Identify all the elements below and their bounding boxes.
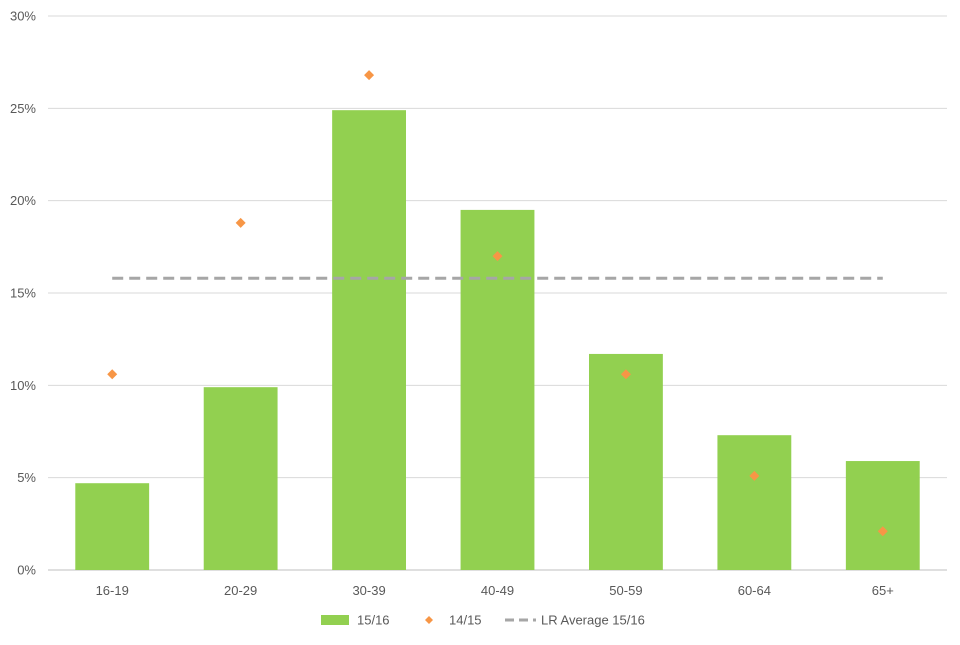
x-tick-label: 50-59 [609, 583, 642, 598]
marker-20-29 [235, 217, 246, 228]
y-tick-label: 5% [17, 470, 36, 485]
bar-40-49 [460, 209, 535, 570]
legend-swatch-marker [425, 616, 433, 624]
x-tick-label: 30-39 [352, 583, 385, 598]
legend: 15/16 14/15 LR Average 15/16 [321, 613, 645, 628]
bar-16-19 [75, 483, 150, 570]
y-tick-label: 30% [10, 9, 36, 24]
legend-label-marker: 14/15 [449, 613, 482, 628]
bar-50-59 [589, 353, 663, 570]
marker-series [107, 70, 888, 537]
bar-60-64 [717, 435, 792, 570]
marker-50-59 [620, 369, 631, 380]
y-tick-label: 10% [10, 378, 36, 393]
y-tick-label: 20% [10, 193, 36, 208]
bar-series [75, 110, 920, 571]
legend-label-line: LR Average 15/16 [541, 613, 645, 628]
y-tick-label: 25% [10, 101, 36, 116]
marker-30-39 [364, 70, 375, 81]
marker-65+ [877, 526, 888, 537]
x-tick-label: 20-29 [224, 583, 257, 598]
legend-swatch-bar [321, 615, 349, 625]
y-axis-tick-labels: 0% 5% 10% 15% 20% 25% 30% [10, 9, 36, 578]
marker-16-19 [107, 369, 118, 380]
marker-40-49 [492, 251, 503, 262]
y-tick-label: 0% [17, 563, 36, 578]
x-tick-label: 65+ [872, 583, 894, 598]
marker-60-64 [749, 470, 760, 481]
legend-label-bar: 15/16 [357, 613, 390, 628]
x-axis-tick-labels: 16-19 20-29 30-39 40-49 50-59 60-64 65+ [96, 583, 894, 598]
y-tick-label: 15% [10, 286, 36, 301]
bar-65+ [845, 461, 920, 570]
x-tick-label: 16-19 [96, 583, 129, 598]
bar-30-39 [332, 110, 406, 571]
bar-20-29 [203, 387, 278, 570]
x-tick-label: 60-64 [738, 583, 771, 598]
x-tick-label: 40-49 [481, 583, 514, 598]
